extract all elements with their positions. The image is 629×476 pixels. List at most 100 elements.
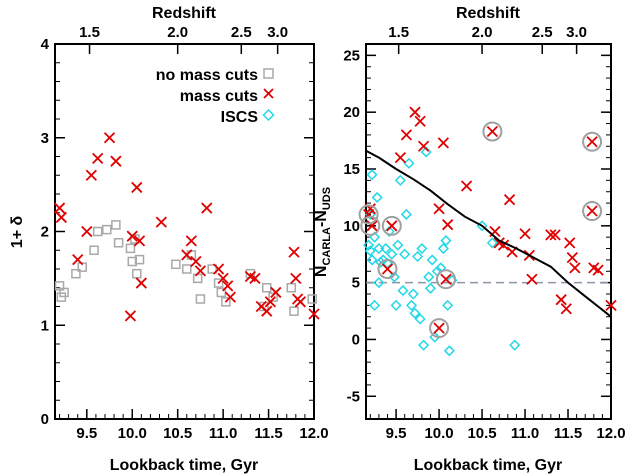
point-mass-stroke-b — [294, 296, 307, 308]
highlight-circle — [360, 215, 381, 236]
point-mass-stroke-b — [222, 280, 234, 292]
point-nomass — [268, 292, 278, 302]
point-mass-stroke-b — [224, 291, 237, 303]
point-mass-stroke-b — [155, 216, 167, 228]
point-mass — [92, 152, 104, 165]
point-mass — [264, 296, 277, 308]
right-y-tick-label: 15 — [343, 161, 360, 178]
point-iscs — [406, 299, 418, 311]
right-plot-frame — [365, 43, 612, 420]
left-x-axis-title: Lookback time, Gyr — [110, 457, 259, 474]
point-nomass — [213, 278, 224, 288]
right-plot-marks — [358, 106, 617, 357]
point-mass — [586, 136, 598, 148]
point-mass — [103, 132, 116, 144]
right-y-axis-title-sub2: UDS — [321, 187, 333, 210]
point-mass — [126, 230, 138, 242]
point-mass — [503, 194, 516, 206]
point-mass — [72, 253, 84, 266]
legend-label-mass: mass cuts — [180, 88, 258, 105]
point-mass-stroke-b — [503, 194, 516, 206]
point-iscs — [380, 242, 392, 255]
right-y-axis-title: NCARLA-NUDS — [313, 187, 333, 277]
point-mass-stroke-b — [442, 219, 454, 231]
left-top-tick-label: 1.5 — [79, 24, 100, 41]
point-mass-stroke-b — [53, 202, 66, 214]
point-mass — [433, 203, 445, 215]
point-iscs — [369, 299, 381, 311]
point-mass — [460, 180, 473, 192]
point-mass — [194, 265, 207, 277]
point-mass-stroke-b — [526, 273, 538, 285]
left-axis-ticks: 9.5 10.0 10.5 11.0 11.5 12.0 0 1 2 3 4 1.5 2.0 2.5 3.0 — [41, 24, 329, 442]
point-mass — [212, 263, 225, 275]
point-nomass — [221, 297, 231, 307]
point-mass-stroke-b — [566, 251, 578, 264]
point-nomass — [134, 254, 145, 265]
point-iscs — [390, 299, 402, 311]
point-mass-stroke-b — [386, 220, 398, 232]
left-x-tick-label: 10.5 — [163, 425, 192, 442]
point-mass-stroke-b — [605, 299, 617, 312]
point-nomass — [130, 234, 140, 244]
point-mass-stroke-b — [394, 151, 407, 164]
point-mass — [294, 296, 307, 308]
point-mass-stroke-b — [249, 272, 261, 285]
point-nomass — [182, 264, 192, 274]
point-mass-stroke-b — [409, 106, 421, 118]
right-top-tick-label: 2.0 — [472, 24, 493, 41]
point-mass — [440, 273, 452, 285]
model-curve — [365, 149, 612, 318]
right-y-tick-label: -5 — [347, 388, 360, 405]
left-y-tick-label: 3 — [41, 130, 49, 147]
point-mass-stroke-b — [381, 263, 394, 275]
point-mass-stroke-b — [555, 294, 567, 306]
point-iscs — [407, 288, 419, 300]
point-mass — [185, 235, 197, 247]
point-iscs — [366, 169, 378, 181]
point-mass — [549, 229, 561, 241]
point-iscs — [429, 331, 441, 343]
point-mass — [55, 211, 67, 224]
point-nomass — [89, 245, 99, 255]
point-mass — [249, 272, 261, 285]
left-top-axis-title: Redshift — [152, 5, 217, 22]
point-mass-stroke-b — [592, 264, 604, 276]
point-mass — [386, 220, 398, 232]
point-nomass — [71, 268, 81, 279]
point-mass-stroke-b — [417, 140, 430, 152]
left-plot-marks — [53, 132, 320, 322]
point-iscs — [400, 208, 412, 221]
point-nomass — [195, 294, 206, 304]
highlight-circle — [435, 269, 456, 290]
point-mass-stroke-b — [549, 229, 561, 241]
point-iscs — [388, 271, 400, 283]
point-nomass — [289, 306, 299, 316]
highlight-circle — [482, 121, 503, 142]
point-iscs — [373, 277, 385, 289]
point-mass — [592, 264, 604, 276]
point-mass-stroke-b — [72, 253, 84, 266]
point-mass-stroke-b — [588, 262, 600, 274]
legend-label-nomass: no mass cuts — [156, 67, 258, 84]
legend-marker-mass — [263, 88, 274, 99]
left-x-tick-label: 11.0 — [209, 425, 237, 442]
left-x-tick-label: 12.0 — [299, 425, 328, 442]
point-mass — [217, 272, 229, 285]
point-mass — [155, 216, 167, 228]
point-nomass — [111, 220, 121, 230]
point-mass — [586, 205, 598, 217]
point-iscs — [443, 345, 455, 357]
point-mass-stroke-b — [364, 203, 376, 215]
point-iscs — [403, 157, 415, 169]
point-mass-stroke-b — [545, 229, 557, 241]
right-axis-ticks: 9.5 10.0 10.5 11.0 11.5 12.0 -5 0 5 10 15 20 25 1.5 2.… — [343, 24, 625, 442]
point-mass — [433, 322, 445, 334]
point-mass-stroke-b — [586, 205, 598, 217]
right-x-tick-label: 11.5 — [554, 425, 582, 442]
point-nomass — [132, 268, 142, 279]
point-iscs — [437, 242, 449, 255]
point-nomass — [171, 259, 181, 270]
point-mass-stroke-b — [433, 203, 445, 215]
point-iscs — [486, 237, 498, 249]
